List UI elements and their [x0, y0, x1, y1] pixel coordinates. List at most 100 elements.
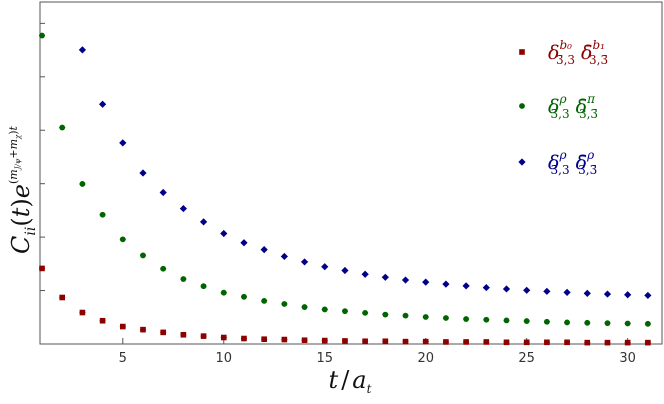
data-point — [342, 308, 348, 315]
data-point — [321, 263, 329, 271]
data-point — [261, 336, 267, 343]
data-point — [179, 204, 187, 213]
data-point — [160, 329, 166, 336]
data-point — [443, 315, 449, 321]
series-2 — [78, 46, 652, 300]
data-point — [401, 276, 410, 284]
data-point — [160, 265, 167, 272]
data-point — [261, 298, 268, 304]
legend-label: δρ 3̄,3 δ̄ρ 3,3̄ — [548, 148, 597, 177]
legend-label: δb₀ 3̄,3 δ̄b₁ 3,3̄ — [548, 38, 608, 67]
data-point — [362, 309, 369, 316]
y-axis-label: Cii(t)e(mJ/ψ+mχ)t — [7, 125, 39, 254]
data-point — [463, 316, 470, 322]
data-point — [523, 318, 530, 324]
legend-label: δρ 3̄,3 δ̄π 3,3̄ — [548, 92, 598, 121]
data-point — [443, 339, 449, 345]
data-point — [503, 317, 510, 324]
data-point — [99, 211, 106, 218]
data-marks — [39, 32, 652, 346]
data-point — [502, 285, 511, 293]
data-point — [644, 291, 652, 300]
data-point — [543, 318, 550, 325]
x-tick-label: 10 — [215, 351, 232, 366]
data-point — [99, 100, 107, 108]
data-point — [604, 339, 611, 346]
data-point — [240, 239, 248, 247]
data-point — [301, 337, 308, 344]
data-point — [442, 280, 450, 288]
data-point — [361, 270, 369, 278]
data-point — [220, 334, 227, 341]
data-point — [241, 293, 247, 300]
data-point — [39, 32, 45, 39]
data-point — [584, 319, 591, 326]
data-point — [59, 124, 66, 131]
data-point — [624, 339, 631, 346]
data-point — [645, 339, 651, 346]
data-point — [140, 326, 146, 333]
data-point — [362, 338, 368, 345]
data-point — [382, 338, 389, 345]
data-point — [59, 294, 66, 301]
data-point — [119, 236, 126, 243]
data-point — [180, 331, 187, 338]
data-point — [300, 258, 309, 266]
data-point — [603, 290, 612, 298]
data-point — [199, 218, 208, 226]
data-point — [200, 283, 207, 290]
data-point — [280, 252, 288, 261]
data-point — [78, 46, 87, 54]
data-point — [159, 188, 167, 197]
plot-frame — [39, 1, 663, 345]
data-point — [180, 276, 187, 282]
data-point — [463, 339, 469, 345]
data-point — [523, 286, 531, 294]
data-point — [422, 278, 430, 286]
axis-ticks: 5 10 15 20 25 30 — [40, 22, 636, 366]
data-point — [564, 339, 570, 346]
data-point — [422, 338, 429, 345]
data-point — [583, 289, 591, 297]
data-point — [39, 265, 45, 272]
data-point — [200, 333, 207, 339]
series-1 — [39, 32, 651, 327]
data-point — [342, 338, 348, 344]
data-point — [402, 338, 409, 345]
data-point — [79, 181, 86, 187]
x-tick-label: 30 — [619, 351, 636, 366]
data-point — [140, 252, 146, 259]
data-point — [483, 316, 490, 323]
x-tick-label: 20 — [417, 351, 434, 366]
data-point — [281, 301, 288, 307]
data-point — [604, 320, 611, 327]
x-tick-label: 5 — [119, 351, 127, 366]
x-tick-label: 15 — [316, 351, 333, 366]
data-point — [119, 323, 126, 330]
data-point — [544, 339, 550, 346]
data-point — [241, 335, 247, 342]
data-point — [381, 273, 389, 281]
x-tick-label: 25 — [518, 351, 535, 366]
data-point — [220, 289, 227, 296]
data-point — [483, 339, 490, 345]
data-point — [220, 229, 228, 238]
series-0 — [39, 265, 651, 346]
data-point — [563, 288, 571, 296]
data-point — [422, 314, 429, 320]
legend-marker — [519, 103, 525, 109]
data-point — [624, 291, 632, 299]
data-point — [382, 311, 389, 318]
data-point — [341, 266, 349, 275]
data-point — [119, 139, 127, 147]
data-point — [260, 246, 268, 254]
data-point — [543, 287, 551, 295]
data-point — [79, 309, 86, 316]
data-point — [624, 320, 631, 327]
data-point — [321, 306, 328, 313]
data-point — [523, 339, 530, 346]
legend-marker — [518, 158, 526, 166]
data-point — [644, 320, 651, 327]
data-point — [482, 283, 490, 292]
svg-text:Cii(t)e(mJ/ψ+mχ)t: Cii(t)e(mJ/ψ+mχ)t — [7, 125, 39, 254]
